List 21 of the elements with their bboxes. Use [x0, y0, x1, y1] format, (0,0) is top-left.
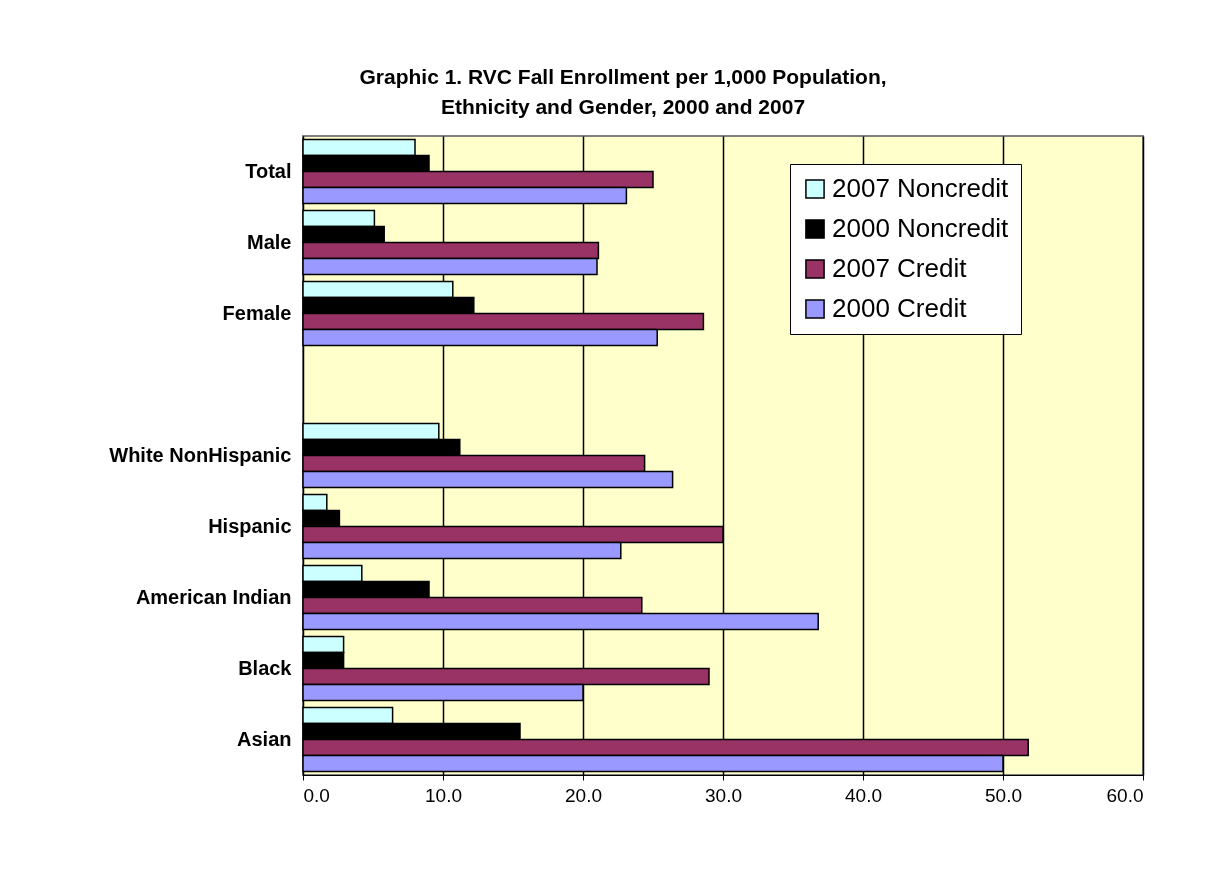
- y-tick-label: White NonHispanic: [109, 443, 292, 466]
- legend-label: 2000 Noncredit: [832, 213, 1010, 243]
- x-tick-label: 20.0: [565, 784, 602, 806]
- x-tick-label: 30.0: [705, 784, 742, 806]
- y-tick-label: Total: [245, 159, 292, 182]
- y-tick-label: Female: [222, 301, 292, 324]
- x-tick-label: 40.0: [845, 784, 882, 806]
- y-tick-label: Hispanic: [208, 514, 292, 537]
- x-tick-label: 0.0: [303, 784, 330, 806]
- legend-label: 2000 Credit: [832, 293, 968, 323]
- x-tick-label: 10.0: [425, 784, 462, 806]
- text: Ethnicity and Gender, 2000 and 2007: [440, 95, 806, 118]
- legend-label: 2007 Noncredit: [832, 173, 1010, 203]
- y-tick-label: Asian: [237, 727, 292, 750]
- legend-label: 2007 Credit: [832, 253, 968, 283]
- y-tick-label: Black: [238, 656, 293, 679]
- x-tick-label: 60.0: [1106, 784, 1144, 806]
- text: Graphic 1. RVC Fall Enrollment per 1,000 Population,: [359, 65, 887, 88]
- x-tick-label: 50.0: [985, 784, 1022, 806]
- y-tick-label: American Indian: [135, 585, 292, 608]
- y-tick-label: Male: [247, 230, 292, 253]
